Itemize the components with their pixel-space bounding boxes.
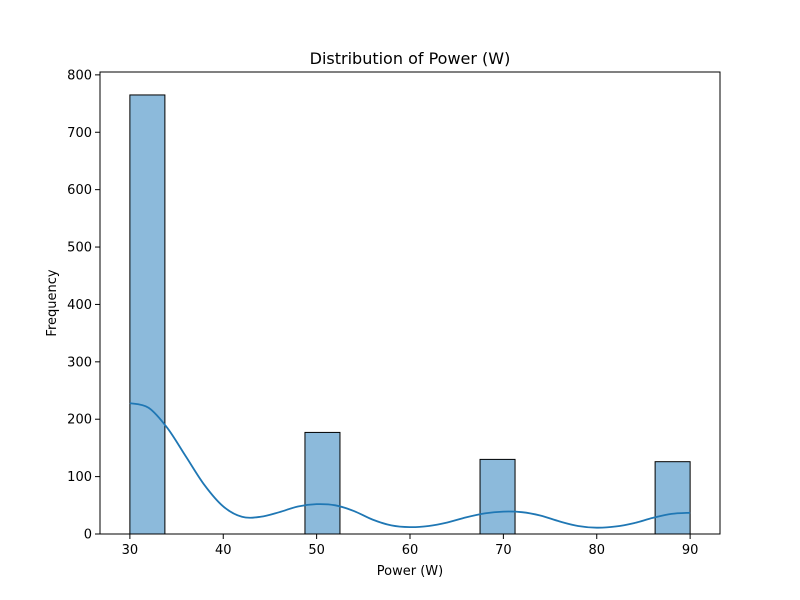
- kde-group: [129, 402, 691, 529]
- x-axis-label: Power (W): [377, 564, 443, 579]
- x-tick-label: 70: [495, 543, 512, 558]
- y-tick-label: 300: [67, 355, 92, 370]
- y-tick-label: 100: [67, 470, 92, 485]
- y-tick-label: 500: [67, 241, 92, 256]
- x-tick-label: 90: [682, 543, 699, 558]
- y-tick-label: 400: [67, 298, 92, 313]
- y-tick-label: 600: [67, 183, 92, 198]
- histogram-bar: [654, 461, 691, 535]
- histogram-bar: [479, 458, 516, 535]
- x-tick-label: 60: [402, 543, 419, 558]
- kde-curve: [129, 402, 691, 529]
- x-tick-label: 30: [122, 543, 139, 558]
- bars-group: [129, 94, 691, 535]
- y-axis-ticks: 0 100 200 300 400 500 600 700 800: [67, 68, 100, 543]
- x-tick-label: 80: [588, 543, 605, 558]
- y-tick-label: 700: [67, 126, 92, 141]
- histogram-bar: [129, 94, 166, 535]
- histogram-bar: [304, 431, 341, 535]
- y-tick-label: 0: [84, 528, 92, 543]
- chart-title: Distribution of Power (W): [310, 49, 511, 68]
- x-tick-label: 50: [308, 543, 325, 558]
- x-axis-ticks: 30 40 50 60 70 80 90: [122, 534, 699, 558]
- y-tick-label: 200: [67, 413, 92, 428]
- y-axis-label: Frequency: [45, 269, 60, 336]
- y-tick-label: 800: [67, 68, 92, 83]
- x-tick-label: 40: [215, 543, 232, 558]
